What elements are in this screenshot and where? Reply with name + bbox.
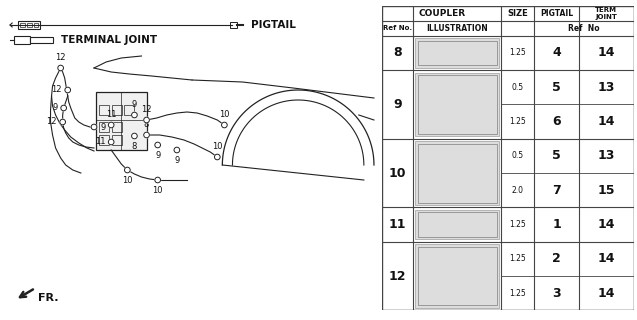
- Text: 8: 8: [144, 120, 149, 129]
- Circle shape: [215, 154, 220, 160]
- Bar: [417, 75, 497, 134]
- Text: 9: 9: [132, 100, 137, 109]
- Text: 10: 10: [122, 176, 132, 185]
- Bar: [417, 144, 497, 203]
- Text: 14: 14: [598, 46, 615, 60]
- Text: 9: 9: [155, 151, 161, 160]
- Bar: [415, 210, 499, 239]
- Text: 2: 2: [552, 252, 561, 265]
- Text: 15: 15: [598, 184, 615, 197]
- Text: 1.25: 1.25: [510, 49, 526, 58]
- Text: 9: 9: [175, 156, 180, 165]
- Text: 14: 14: [598, 287, 615, 300]
- Circle shape: [124, 167, 130, 173]
- Text: 10: 10: [212, 142, 222, 151]
- Text: 10: 10: [389, 167, 406, 180]
- Text: 10: 10: [219, 110, 229, 119]
- Text: 11: 11: [389, 218, 406, 231]
- Bar: [99, 105, 109, 115]
- Text: 13: 13: [598, 149, 615, 163]
- Bar: [96, 92, 147, 150]
- Text: 12: 12: [141, 105, 152, 114]
- Bar: [14, 36, 31, 44]
- Bar: [112, 135, 122, 145]
- Text: 2.0: 2.0: [512, 186, 524, 195]
- Circle shape: [108, 122, 114, 128]
- Text: FR.: FR.: [38, 293, 59, 303]
- Text: 1.25: 1.25: [510, 220, 526, 229]
- Circle shape: [144, 132, 150, 138]
- Text: 1.25: 1.25: [510, 289, 526, 298]
- Bar: [231, 22, 236, 28]
- Bar: [31, 37, 53, 43]
- Bar: [417, 41, 497, 65]
- Text: 0.5: 0.5: [512, 83, 524, 92]
- Text: 14: 14: [598, 218, 615, 231]
- Bar: [99, 122, 109, 132]
- Text: 12: 12: [51, 85, 62, 94]
- Text: TERM
JOINT: TERM JOINT: [595, 7, 617, 20]
- Text: 1: 1: [552, 218, 561, 231]
- Circle shape: [65, 87, 71, 93]
- Bar: [27, 23, 32, 27]
- Bar: [415, 38, 499, 68]
- Text: 12: 12: [55, 53, 66, 62]
- Text: 7: 7: [552, 184, 561, 197]
- Circle shape: [222, 122, 227, 128]
- Text: Ref  No: Ref No: [568, 24, 600, 33]
- Text: 5: 5: [552, 149, 561, 163]
- Bar: [18, 21, 40, 29]
- Text: 9: 9: [393, 98, 402, 111]
- Bar: [417, 247, 497, 306]
- Circle shape: [108, 139, 114, 145]
- Text: 10: 10: [152, 186, 163, 195]
- Text: PIGTAIL: PIGTAIL: [250, 20, 296, 30]
- Text: PIGTAIL: PIGTAIL: [540, 9, 573, 18]
- Circle shape: [174, 147, 180, 153]
- Text: 1.25: 1.25: [510, 254, 526, 263]
- Text: 8: 8: [393, 46, 402, 60]
- Text: 1.25: 1.25: [510, 117, 526, 126]
- Text: ILLUSTRATION: ILLUSTRATION: [426, 24, 488, 33]
- Circle shape: [60, 119, 66, 125]
- Text: 9: 9: [100, 123, 105, 132]
- Bar: [20, 23, 25, 27]
- Bar: [124, 105, 134, 115]
- Text: 3: 3: [552, 287, 561, 300]
- Text: 12: 12: [46, 117, 57, 126]
- Text: SIZE: SIZE: [508, 9, 528, 18]
- Text: 4: 4: [552, 46, 561, 60]
- Bar: [34, 23, 38, 27]
- Circle shape: [91, 124, 97, 130]
- Text: 14: 14: [598, 115, 615, 128]
- Circle shape: [58, 65, 64, 71]
- Circle shape: [144, 117, 150, 123]
- Bar: [417, 212, 497, 237]
- Text: 12: 12: [389, 269, 406, 283]
- Circle shape: [61, 105, 66, 111]
- Circle shape: [155, 177, 161, 183]
- Bar: [415, 141, 499, 205]
- Text: 6: 6: [552, 115, 561, 128]
- Text: 14: 14: [598, 252, 615, 265]
- Text: Ref No.: Ref No.: [383, 26, 412, 31]
- Text: 5: 5: [552, 81, 561, 94]
- Text: 0.5: 0.5: [512, 151, 524, 160]
- Bar: [112, 122, 122, 132]
- Text: 13: 13: [598, 81, 615, 94]
- Bar: [112, 105, 122, 115]
- Text: 8: 8: [132, 142, 137, 151]
- Bar: [415, 73, 499, 136]
- Text: 9: 9: [52, 103, 57, 113]
- Circle shape: [155, 142, 161, 148]
- Text: TERMINAL JOINT: TERMINAL JOINT: [61, 35, 157, 45]
- Text: COUPLER: COUPLER: [419, 9, 466, 18]
- Text: 11: 11: [106, 110, 117, 119]
- Bar: [99, 135, 109, 145]
- Circle shape: [132, 133, 137, 139]
- Bar: [415, 244, 499, 308]
- Circle shape: [132, 112, 137, 118]
- Text: 11: 11: [95, 138, 105, 147]
